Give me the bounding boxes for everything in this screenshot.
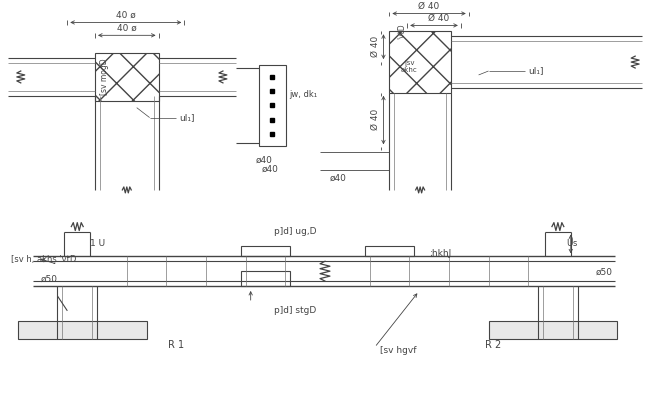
Text: Ø 40: Ø 40 [428,14,450,22]
Text: ul₁]: ul₁] [179,113,195,122]
Bar [365,246,414,256]
Text: ul₁]: ul₁] [528,66,543,76]
Text: ø50: ø50 [595,268,612,277]
Text: 40 ø: 40 ø [116,10,136,20]
Text: ø40: ø40 [330,174,347,183]
Text: [sv mogD: [sv mogD [99,59,109,95]
Text: s: s [573,240,577,248]
Bar [95,53,159,101]
Text: Ø 40: Ø 40 [370,36,380,57]
Text: Ø 40: Ø 40 [419,2,439,10]
Bar [240,271,291,286]
Text: ø50: ø50 [40,275,58,284]
Text: 40 ø: 40 ø [117,23,136,32]
Text: p]d] ug,D: p]d] ug,D [274,228,317,236]
Bar [389,31,451,93]
Bar [259,65,287,146]
Text: jw, dk₁: jw, dk₁ [289,90,317,99]
Text: ;hkhJ: ;hkhJ [429,249,451,258]
Text: R 1: R 1 [168,340,185,350]
Text: Ø 40: Ø 40 [370,109,380,130]
Text: [sv
akhc: [sv akhc [401,59,417,73]
Text: 'vtD: 'vtD [396,24,406,39]
Text: p]d] stgD: p]d] stgD [274,306,317,315]
Text: [sv h, akhş 'vtD: [sv h, akhş 'vtD [11,255,76,264]
Bar [489,321,618,338]
Bar [18,321,147,338]
Bar [240,246,291,256]
Text: ø40: ø40 [262,165,279,174]
Text: ø40: ø40 [256,155,273,164]
Text: U: U [566,239,572,248]
Text: 1 U: 1 U [90,239,105,248]
Text: R 2: R 2 [486,340,502,350]
Text: [sv hgvf: [sv hgvf [380,346,416,355]
